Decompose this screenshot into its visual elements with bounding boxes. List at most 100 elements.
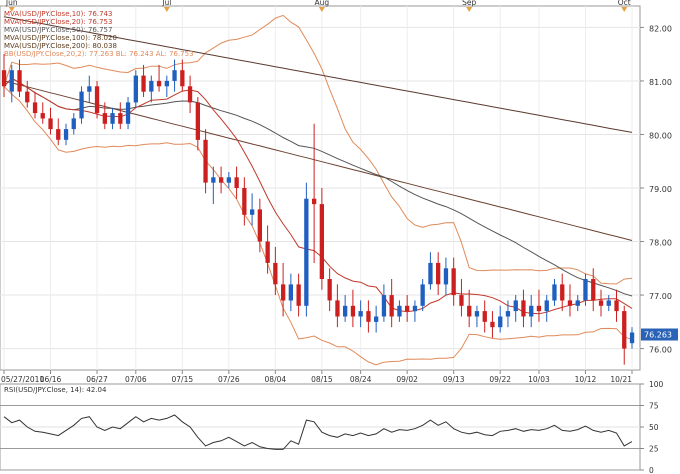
candle-body	[614, 300, 619, 312]
candle-body	[288, 284, 293, 301]
candle-body	[125, 102, 131, 124]
x-tick-label: 10/03	[528, 375, 550, 384]
candle-body	[598, 300, 604, 306]
month-label: Oct	[618, 0, 631, 7]
candle-body	[211, 177, 216, 183]
x-tick-label: 08/04	[265, 375, 287, 384]
candle-body	[242, 188, 247, 215]
candle-body	[412, 305, 418, 312]
legend-entry: MVA(USD/JPY.Close,50): 76.757	[4, 26, 112, 34]
candle-body	[296, 284, 301, 306]
candle-body	[405, 305, 410, 312]
x-tick-label: 05/27/2011	[1, 375, 44, 384]
rsi-label: RSI(USD/JPY.Close, 14): 42.04	[4, 386, 107, 394]
ma-100-line	[3, 80, 633, 241]
candle-body	[490, 321, 495, 328]
last-price-label: 76.263	[644, 331, 672, 340]
candle-body	[273, 262, 278, 285]
candle-body	[250, 209, 255, 215]
price-axis: 82.00 81.00 80.00 79.00 78.00 77.00 76.00 76.26…	[640, 24, 678, 355]
candle-body	[17, 70, 22, 92]
candle-body	[459, 295, 464, 306]
candle-body	[513, 300, 518, 312]
candle-body	[110, 113, 115, 124]
candle-body	[195, 102, 200, 140]
candle-body	[118, 113, 123, 124]
y-tick-label: 82.00	[649, 24, 672, 33]
candle-body	[505, 311, 511, 317]
month-marker	[466, 7, 473, 12]
month-marker	[163, 7, 170, 12]
y-tick-label: 80.00	[649, 131, 672, 140]
rsi-line	[3, 414, 633, 450]
candle-body	[544, 300, 549, 312]
candle-body	[40, 113, 45, 119]
candle-body	[397, 305, 402, 317]
month-markers: Jun Jul Aug Sep Oct	[5, 0, 631, 12]
candle-body	[281, 284, 286, 301]
x-tick-label: 08/15	[311, 375, 333, 384]
month-marker	[8, 7, 15, 12]
candle-body	[606, 300, 611, 306]
ma-200-line	[3, 16, 633, 133]
candle-body	[87, 86, 92, 92]
candle-body	[156, 80, 162, 87]
x-tick-label: 10/21	[610, 375, 632, 384]
candle-body	[172, 70, 177, 81]
candle-body	[226, 177, 231, 183]
candle-body	[498, 316, 503, 328]
candle-body	[583, 279, 588, 301]
bb-lower-line	[3, 85, 633, 366]
candle-body	[94, 86, 100, 114]
rsi-tick-label: 100	[649, 380, 664, 389]
candle-body	[133, 75, 138, 103]
legend-entry: MVA(USD/JPY.Close,20): 76.753	[4, 18, 112, 26]
legend-entry: BB(USD/JPY.Close,20,2): 77.263 BL: 76.24…	[4, 50, 194, 58]
bollinger-bands	[3, 14, 633, 366]
legend-entry: MVA(USD/JPY.Close,100): 78.020	[4, 34, 117, 42]
candle-body	[56, 129, 61, 140]
x-tick-label: 07/26	[218, 375, 240, 384]
candle-body	[1, 70, 7, 87]
candle-body	[335, 300, 340, 317]
candle-body	[319, 204, 324, 279]
candle-body	[265, 241, 270, 263]
candle-body	[25, 91, 30, 103]
candle-body	[203, 139, 208, 183]
candle-body	[32, 102, 38, 114]
candle-body	[358, 311, 363, 317]
candle-body	[141, 75, 146, 92]
candle-body	[482, 311, 487, 322]
rsi-tick-label: 50	[649, 423, 659, 432]
x-tick-label: 06/27	[86, 375, 108, 384]
y-tick-label: 79.00	[649, 185, 672, 194]
y-tick-label: 77.00	[649, 292, 672, 301]
candle-body	[257, 209, 262, 242]
candle-body	[567, 300, 573, 306]
candle-body	[149, 80, 154, 92]
rsi-tick-label: 75	[649, 402, 659, 411]
candle-body	[304, 198, 309, 306]
candle-body	[443, 268, 449, 285]
month-marker	[621, 7, 628, 12]
x-tick-label: 09/02	[396, 375, 418, 384]
x-tick-label: 08/24	[350, 375, 372, 384]
candle-body	[219, 177, 224, 183]
month-label: Jul	[161, 0, 171, 7]
candle-body	[187, 86, 193, 103]
month-marker	[318, 7, 325, 12]
candle-body	[327, 279, 332, 301]
candle-body	[48, 118, 53, 130]
candle-body	[629, 332, 635, 344]
candle-body	[529, 305, 534, 317]
x-tick-label: 09/22	[489, 375, 511, 384]
candle-body	[374, 316, 379, 322]
month-label: Jun	[5, 0, 18, 7]
candle-body	[366, 311, 371, 322]
candle-body	[180, 70, 185, 87]
last-price-badge	[641, 328, 678, 341]
moving-averages	[3, 16, 633, 315]
candle-body	[389, 295, 394, 317]
